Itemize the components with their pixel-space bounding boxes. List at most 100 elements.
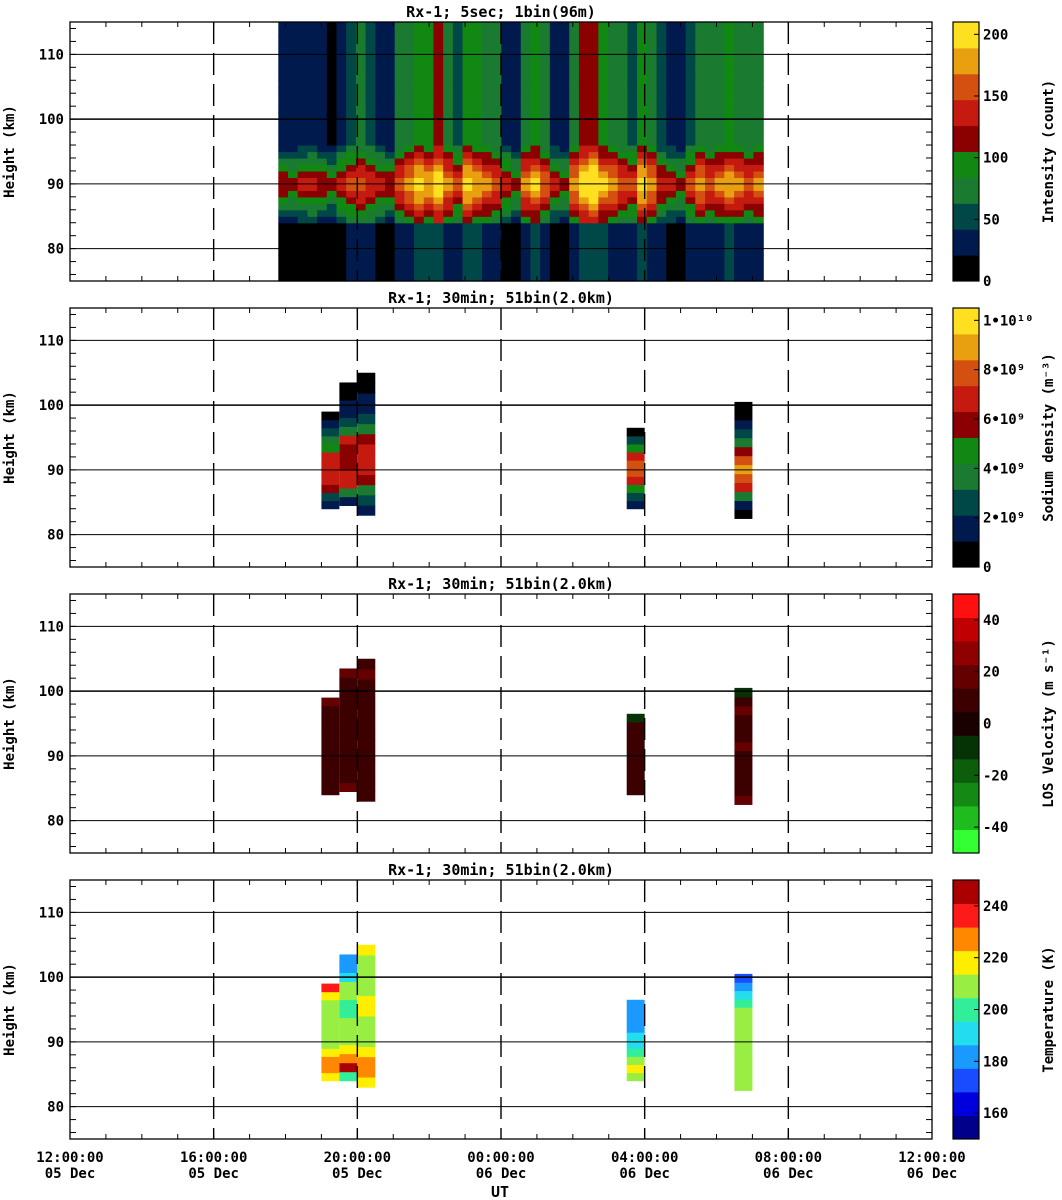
intensity-cell — [443, 170, 454, 178]
intensity-cell — [549, 54, 561, 62]
intensity-cell — [743, 60, 755, 68]
intensity-cell — [666, 93, 677, 101]
colorbar-tick-label: 2•10⁹ — [983, 511, 1025, 527]
data-cell — [339, 1071, 358, 1082]
intensity-cell — [656, 60, 667, 68]
data-cell — [321, 1024, 340, 1033]
intensity-cell — [695, 41, 706, 49]
intensity-cell — [394, 235, 405, 243]
intensity-cell — [549, 151, 561, 159]
intensity-cell — [443, 261, 454, 269]
intensity-cell — [491, 145, 502, 153]
intensity-cell — [549, 229, 561, 237]
intensity-cell — [559, 145, 570, 153]
intensity-cell — [714, 132, 725, 140]
intensity-cell — [530, 34, 541, 43]
intensity-cell — [588, 248, 599, 256]
intensity-cell — [404, 274, 415, 282]
intensity-cell — [452, 222, 464, 230]
intensity-cell — [637, 138, 648, 146]
colorbar-frame — [952, 21, 980, 282]
intensity-cell — [627, 41, 638, 49]
intensity-cell — [307, 28, 318, 36]
intensity-cell — [278, 86, 289, 94]
intensity-cell — [414, 47, 425, 55]
intensity-cell — [472, 248, 483, 256]
intensity-cell — [355, 203, 367, 211]
intensity-cell — [384, 196, 396, 204]
intensity-cell — [617, 93, 629, 101]
intensity-cell — [540, 248, 551, 256]
intensity-cell — [288, 209, 299, 217]
data-cell — [626, 778, 645, 788]
intensity-cell — [472, 151, 483, 159]
intensity-cell — [578, 145, 590, 153]
intensity-cell — [491, 28, 502, 36]
intensity-cell — [452, 235, 464, 243]
intensity-cell — [355, 54, 367, 62]
intensity-cell — [675, 242, 687, 250]
intensity-cell — [724, 125, 735, 133]
intensity-cell — [685, 229, 696, 237]
intensity-cell — [433, 106, 444, 114]
intensity-cell — [423, 216, 435, 224]
intensity-cell — [705, 196, 716, 204]
intensity-cell — [423, 93, 435, 101]
intensity-cell — [481, 196, 493, 204]
intensity-cell — [666, 67, 677, 75]
intensity-cell — [753, 190, 764, 198]
intensity-cell — [462, 177, 473, 185]
intensity-cell — [559, 255, 570, 263]
intensity-cell — [462, 60, 473, 68]
intensity-cell — [695, 261, 706, 269]
intensity-cell — [743, 86, 755, 94]
intensity-cell — [559, 222, 570, 230]
intensity-cell — [511, 255, 522, 263]
data-cell — [357, 484, 376, 496]
x-tick-time: 08:00:00 — [755, 1150, 822, 1166]
intensity-cell — [307, 157, 318, 166]
intensity-cell — [734, 222, 745, 230]
intensity-cell — [326, 93, 338, 101]
intensity-cell — [695, 203, 706, 211]
intensity-cell — [307, 138, 318, 146]
intensity-cell — [326, 54, 338, 62]
x-tick-date: 05 Dec — [332, 1166, 383, 1182]
intensity-cell — [384, 86, 396, 94]
intensity-cell — [646, 177, 658, 185]
intensity-cell — [549, 93, 561, 101]
intensity-cell — [355, 73, 367, 81]
intensity-cell — [307, 80, 318, 88]
intensity-cell — [646, 145, 658, 153]
intensity-cell — [520, 106, 532, 114]
intensity-cell — [501, 209, 512, 217]
intensity-cell — [598, 164, 609, 172]
intensity-cell — [404, 145, 415, 153]
intensity-cell — [627, 177, 638, 185]
data-cell — [357, 679, 376, 690]
data-cell — [734, 1007, 753, 1017]
intensity-cell — [705, 28, 716, 36]
intensity-cell — [530, 177, 541, 185]
data-cell — [357, 393, 376, 404]
intensity-cell — [384, 93, 396, 101]
data-cell — [321, 721, 340, 731]
intensity-cell — [695, 222, 706, 230]
data-cell — [321, 770, 340, 780]
intensity-cell — [540, 106, 551, 114]
intensity-cell — [365, 47, 376, 55]
intensity-cell — [375, 67, 386, 75]
intensity-cell — [540, 261, 551, 269]
intensity-cell — [627, 47, 638, 55]
intensity-cell — [646, 47, 658, 55]
intensity-cell — [404, 67, 415, 75]
intensity-cell — [646, 151, 658, 159]
intensity-cell — [384, 261, 396, 269]
intensity-cell — [569, 196, 580, 204]
intensity-cell — [734, 47, 745, 55]
intensity-cell — [617, 125, 629, 133]
intensity-cell — [549, 203, 561, 211]
intensity-cell — [656, 119, 667, 127]
intensity-cell — [326, 190, 338, 198]
